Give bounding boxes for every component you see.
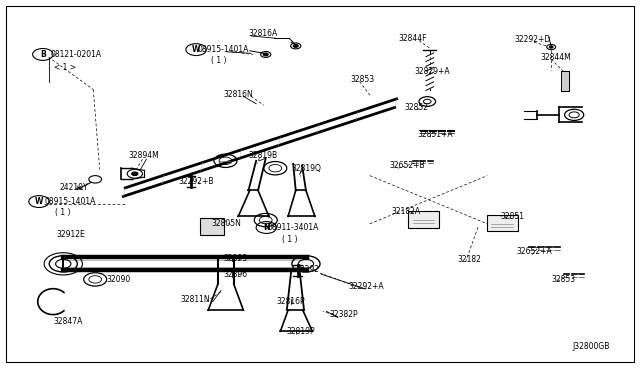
Text: 32382P: 32382P <box>330 311 358 320</box>
Text: 24210Y: 24210Y <box>60 183 88 192</box>
Text: < 1 >: < 1 > <box>54 63 76 72</box>
Circle shape <box>293 44 298 47</box>
Text: 32816A: 32816A <box>248 29 278 38</box>
Text: 32811N: 32811N <box>180 295 211 304</box>
Text: 32851+A: 32851+A <box>417 130 452 140</box>
Text: ( 1 ): ( 1 ) <box>55 208 70 217</box>
Text: 32894M: 32894M <box>129 151 159 160</box>
Text: B: B <box>40 50 45 59</box>
Text: 32292+B: 32292+B <box>178 177 214 186</box>
Text: W: W <box>192 45 200 54</box>
Text: 32816P: 32816P <box>276 297 305 306</box>
Text: 32292+A: 32292+A <box>349 282 385 291</box>
Text: 32853: 32853 <box>551 275 575 284</box>
Text: 32652+A: 32652+A <box>516 247 552 256</box>
Text: 32652+B: 32652+B <box>389 161 424 170</box>
Text: 32805N: 32805N <box>211 219 241 228</box>
Text: ( 1 ): ( 1 ) <box>211 56 227 65</box>
Text: 32853: 32853 <box>351 75 375 84</box>
Bar <box>561 71 569 92</box>
Text: W: W <box>35 197 43 206</box>
Circle shape <box>263 53 268 56</box>
Text: 32847A: 32847A <box>53 317 83 326</box>
Bar <box>408 211 439 228</box>
Bar <box>200 218 224 235</box>
Bar <box>487 215 518 231</box>
Text: 32819B: 32819B <box>248 151 278 160</box>
Text: 32851: 32851 <box>500 212 524 221</box>
Text: 32182: 32182 <box>458 255 481 264</box>
Text: J32800GB: J32800GB <box>572 341 610 350</box>
Text: 32844M: 32844M <box>540 52 571 61</box>
Text: 32292+D: 32292+D <box>515 35 551 44</box>
Text: 08911-3401A: 08911-3401A <box>268 223 319 232</box>
Text: 32844F: 32844F <box>398 34 426 43</box>
Text: 32829+A: 32829+A <box>415 67 450 76</box>
Text: 32896: 32896 <box>223 270 247 279</box>
Text: 32912E: 32912E <box>57 230 86 240</box>
Text: 32819Q: 32819Q <box>291 164 321 173</box>
Text: N: N <box>263 223 269 232</box>
Text: 32852: 32852 <box>404 103 428 112</box>
Circle shape <box>549 46 553 48</box>
Text: 08915-1401A: 08915-1401A <box>197 45 249 54</box>
Text: 08121-0201A: 08121-0201A <box>51 50 102 59</box>
Circle shape <box>132 172 138 176</box>
Text: 32292: 32292 <box>296 265 320 274</box>
Text: 32895: 32895 <box>223 254 247 263</box>
Text: 32816N: 32816N <box>223 90 253 99</box>
Text: ( 1 ): ( 1 ) <box>282 235 297 244</box>
Text: 08915-1401A: 08915-1401A <box>44 197 95 206</box>
Text: 32182A: 32182A <box>392 207 420 216</box>
Text: 32819P: 32819P <box>287 327 316 336</box>
Text: 32090: 32090 <box>106 275 131 284</box>
